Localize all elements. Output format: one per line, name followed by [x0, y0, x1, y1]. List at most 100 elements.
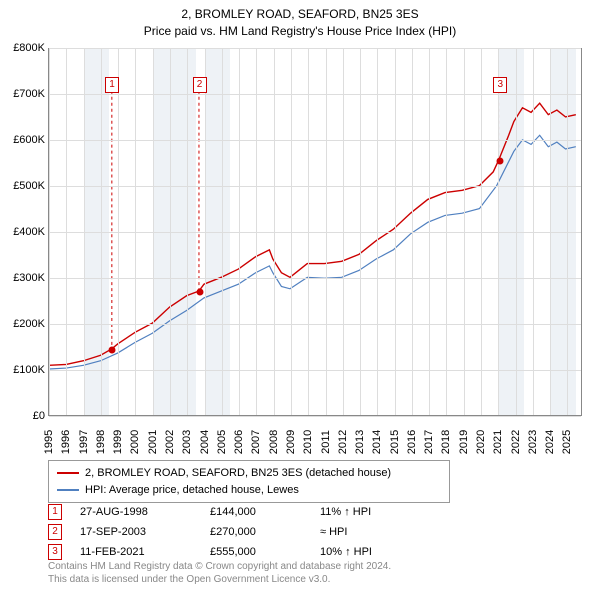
marker-dot [497, 157, 504, 164]
gridline-v [550, 48, 551, 415]
x-axis-label: 1996 [60, 430, 72, 454]
legend-label-1: HPI: Average price, detached house, Lewe… [85, 482, 299, 499]
txn-hpi: ≈ HPI [320, 526, 440, 538]
txn-date: 27-AUG-1998 [80, 506, 210, 518]
gridline-h [49, 48, 581, 49]
x-axis-label: 2009 [285, 430, 297, 454]
title-line1: 2, BROMLEY ROAD, SEAFORD, BN25 3ES [0, 6, 600, 23]
x-axis-label: 2016 [406, 430, 418, 454]
chart-area: £0£100K£200K£300K£400K£500K£600K£700K£80… [48, 48, 582, 416]
txn-price: £270,000 [210, 526, 320, 538]
y-axis-label: £800K [13, 42, 45, 54]
txn-price: £144,000 [210, 506, 320, 518]
y-axis-label: £700K [13, 88, 45, 100]
gridline-v [395, 48, 396, 415]
x-axis-label: 2002 [164, 430, 176, 454]
x-axis-label: 1999 [112, 430, 124, 454]
y-axis-label: £0 [33, 410, 45, 422]
gridline-v [153, 48, 154, 415]
x-axis-label: 2025 [561, 430, 573, 454]
x-axis-label: 2024 [544, 430, 556, 454]
gridline-v [66, 48, 67, 415]
marker-box: 2 [193, 77, 207, 93]
x-axis-label: 2007 [250, 430, 262, 454]
gridline-v [308, 48, 309, 415]
x-axis-label: 2000 [129, 430, 141, 454]
legend-row-1: HPI: Average price, detached house, Lewe… [57, 482, 441, 499]
x-axis-label: 1998 [95, 430, 107, 454]
table-row: 2 17-SEP-2003 £270,000 ≈ HPI [48, 522, 440, 542]
table-row: 1 27-AUG-1998 £144,000 11% ↑ HPI [48, 502, 440, 522]
x-axis-label: 2018 [440, 430, 452, 454]
marker-box: 3 [493, 77, 507, 93]
transaction-table: 1 27-AUG-1998 £144,000 11% ↑ HPI 2 17-SE… [48, 502, 440, 562]
gridline-v [533, 48, 534, 415]
gridline-v [516, 48, 517, 415]
gridline-v [205, 48, 206, 415]
marker-ref-3: 3 [48, 544, 62, 560]
x-axis-label: 2014 [371, 430, 383, 454]
x-axis-label: 1997 [78, 430, 90, 454]
gridline-v [326, 48, 327, 415]
gridline-h [49, 416, 581, 417]
x-axis-label: 2010 [302, 430, 314, 454]
title-block: 2, BROMLEY ROAD, SEAFORD, BN25 3ES Price… [0, 0, 600, 40]
y-axis-label: £100K [13, 364, 45, 376]
x-axis-label: 2022 [510, 430, 522, 454]
gridline-v [377, 48, 378, 415]
gridline-v [274, 48, 275, 415]
gridline-v [135, 48, 136, 415]
txn-hpi: 10% ↑ HPI [320, 546, 440, 558]
gridline-v [187, 48, 188, 415]
x-axis-label: 2013 [354, 430, 366, 454]
txn-date: 17-SEP-2003 [80, 526, 210, 538]
x-axis-label: 2011 [320, 430, 332, 454]
gridline-v [412, 48, 413, 415]
series-line [49, 103, 576, 365]
gridline-v [239, 48, 240, 415]
x-axis-label: 2001 [147, 430, 159, 454]
x-axis-label: 2006 [233, 430, 245, 454]
x-axis-label: 2008 [268, 430, 280, 454]
gridline-h [49, 94, 581, 95]
y-axis-label: £500K [13, 180, 45, 192]
footer-line1: Contains HM Land Registry data © Crown c… [48, 560, 391, 573]
gridline-v [222, 48, 223, 415]
gridline-v [481, 48, 482, 415]
x-axis-label: 2004 [199, 430, 211, 454]
marker-box: 1 [105, 77, 119, 93]
gridline-v [446, 48, 447, 415]
legend-swatch-0 [57, 472, 79, 474]
gridline-h [49, 278, 581, 279]
x-axis-label: 2003 [181, 430, 193, 454]
table-row: 3 11-FEB-2021 £555,000 10% ↑ HPI [48, 542, 440, 562]
footer-line2: This data is licensed under the Open Gov… [48, 573, 391, 586]
gridline-h [49, 186, 581, 187]
gridline-v [84, 48, 85, 415]
gridline-v [170, 48, 171, 415]
footer-text: Contains HM Land Registry data © Crown c… [48, 560, 391, 586]
gridline-v [464, 48, 465, 415]
legend-label-0: 2, BROMLEY ROAD, SEAFORD, BN25 3ES (deta… [85, 465, 391, 482]
gridline-v [343, 48, 344, 415]
y-axis-label: £400K [13, 226, 45, 238]
y-axis-label: £600K [13, 134, 45, 146]
x-axis-label: 2019 [458, 430, 470, 454]
marker-dot [196, 288, 203, 295]
x-axis-label: 2017 [423, 430, 435, 454]
x-axis-label: 2005 [216, 430, 228, 454]
gridline-v [360, 48, 361, 415]
title-line2: Price paid vs. HM Land Registry's House … [0, 23, 600, 40]
gridline-h [49, 232, 581, 233]
x-axis-label: 2015 [389, 430, 401, 454]
series-line [49, 135, 576, 369]
gridline-v [101, 48, 102, 415]
legend-swatch-1 [57, 489, 79, 491]
gridline-v [429, 48, 430, 415]
x-axis-label: 2021 [492, 430, 504, 454]
gridline-h [49, 324, 581, 325]
gridline-v [567, 48, 568, 415]
legend-box: 2, BROMLEY ROAD, SEAFORD, BN25 3ES (deta… [48, 460, 450, 503]
gridline-h [49, 370, 581, 371]
y-axis-label: £300K [13, 272, 45, 284]
